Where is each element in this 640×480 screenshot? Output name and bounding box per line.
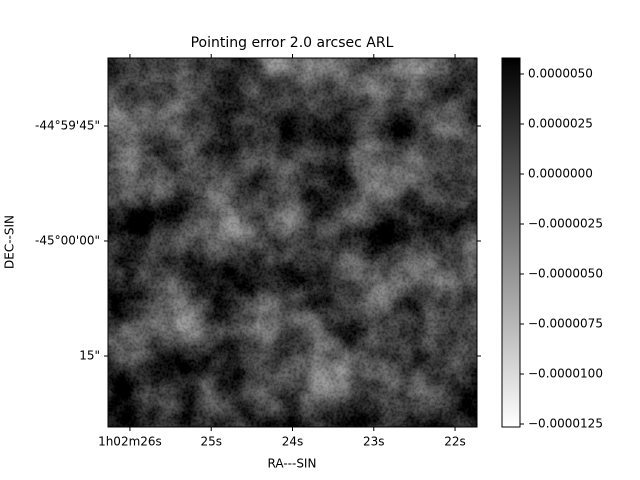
colorbar-tick-label: −0.0000100 — [528, 367, 603, 381]
x-axis-label: RA---SIN — [268, 457, 317, 471]
colorbar-tick-label: 0.0000000 — [528, 167, 593, 181]
y-tick-label: -44°59'45" — [35, 118, 100, 132]
colorbar-tick-label: 0.0000050 — [528, 67, 593, 81]
x-tick-label: 22s — [444, 435, 466, 449]
y-axis-label: DEC--SIN — [3, 215, 17, 269]
colorbar — [501, 57, 521, 428]
x-tick-label: 24s — [282, 435, 304, 449]
x-tick-label: 25s — [200, 435, 222, 449]
colorbar-tick-label: 0.0000025 — [528, 117, 593, 131]
colorbar-tick-label: −0.0000025 — [528, 217, 603, 231]
x-tick-label: 23s — [363, 435, 385, 449]
x-tick-label: 1h02m26s — [98, 435, 162, 449]
y-tick-label: 15" — [79, 348, 100, 362]
colorbar-tick-label: −0.0000125 — [528, 417, 603, 431]
image — [108, 58, 477, 427]
colorbar-tick-label: −0.0000050 — [528, 267, 603, 281]
chart-title: Pointing error 2.0 arcsec ARL — [191, 35, 394, 51]
y-tick-label: -45°00'00" — [35, 233, 100, 247]
colorbar-tick-label: −0.0000075 — [528, 317, 603, 331]
